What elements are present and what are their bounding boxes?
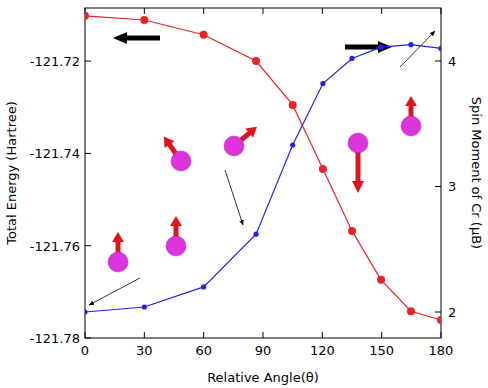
- x-axis-label: Relative Angle(θ): [207, 370, 319, 385]
- y2-axis-label: Spin Moment of Cr (μB): [469, 97, 484, 249]
- atom: [348, 133, 368, 153]
- y2-tick: [435, 60, 441, 61]
- chart: 0 30 60 90 120 150 180 -121.78 -121.76 -121.74 -12…: [0, 0, 488, 388]
- x-tick: [381, 332, 382, 338]
- series-line: [85, 45, 441, 312]
- data-point: [377, 276, 385, 284]
- data-point: [349, 56, 354, 61]
- atom: [166, 236, 186, 256]
- x-tick-label: 120: [310, 343, 335, 358]
- x-tick-label: 150: [369, 343, 394, 358]
- data-point: [408, 42, 413, 47]
- y2-tick-label: 2: [448, 305, 456, 320]
- y-tick: [85, 245, 91, 246]
- data-point: [85, 309, 88, 314]
- y-tick-label: -121.74: [30, 146, 80, 161]
- data-point: [252, 57, 260, 65]
- data-point: [320, 81, 325, 86]
- y2-tick-label: 3: [448, 179, 456, 194]
- spin-arrow-head: [164, 136, 175, 148]
- data-point: [201, 284, 206, 289]
- data-point: [319, 165, 327, 173]
- x-tick-label: 90: [255, 343, 272, 358]
- x-tick-top: [381, 8, 382, 14]
- data-point: [290, 142, 295, 147]
- x-tick-top: [144, 8, 145, 14]
- y-tick-label: -121.76: [30, 239, 80, 254]
- data-point: [407, 307, 415, 315]
- x-tick-top: [203, 8, 204, 14]
- atom: [224, 136, 244, 156]
- data-point: [437, 316, 441, 324]
- x-tick: [144, 332, 145, 338]
- y-axis-label: Total Energy (Hartree): [4, 101, 19, 246]
- pointer-arrow: [400, 31, 435, 67]
- data-point: [348, 227, 356, 235]
- spin-arrow-head: [352, 181, 364, 193]
- series-line: [85, 16, 441, 320]
- x-tick: [263, 332, 264, 338]
- data-point: [253, 232, 258, 237]
- x-tick: [85, 332, 86, 338]
- spin-arrow-head: [405, 96, 417, 106]
- x-tick-top: [322, 8, 323, 14]
- decorations: [89, 31, 435, 305]
- spin-arrow-head: [170, 216, 182, 226]
- atom: [171, 151, 191, 171]
- axis-pointer: [345, 45, 378, 50]
- y-tick: [85, 338, 91, 339]
- x-tick: [322, 332, 323, 338]
- spin-arrow-head: [112, 232, 124, 242]
- y-tick: [85, 61, 91, 62]
- atom: [401, 116, 421, 136]
- x-tick-label: 30: [136, 343, 153, 358]
- y-tick: [85, 153, 91, 154]
- data-point: [200, 31, 208, 39]
- data-point: [378, 45, 383, 50]
- x-tick-top: [441, 8, 442, 14]
- atom: [108, 252, 128, 272]
- x-tick-label: 180: [429, 343, 454, 358]
- y2-tick: [435, 186, 441, 187]
- y-tick-label: -121.72: [30, 54, 80, 69]
- data-point: [140, 16, 148, 24]
- axis-pointer-head: [113, 32, 127, 44]
- data-point: [142, 304, 147, 309]
- axis-pointer: [127, 36, 160, 41]
- y2-tick-label: 4: [448, 54, 456, 69]
- data-layer: [85, 12, 441, 324]
- x-tick-label: 0: [81, 343, 89, 358]
- y2-tick: [435, 312, 441, 313]
- spin-arrow-head: [245, 127, 257, 138]
- pointer-arrow: [225, 170, 243, 225]
- x-tick: [441, 332, 442, 338]
- pointer-arrow: [89, 278, 140, 305]
- x-tick: [203, 332, 204, 338]
- plot-frame: [85, 8, 441, 338]
- x-tick-label: 60: [195, 343, 212, 358]
- data-point: [438, 46, 441, 51]
- data-point: [85, 12, 89, 20]
- data-point: [289, 101, 297, 109]
- y-tick-label: -121.78: [30, 331, 80, 346]
- x-tick-top: [263, 8, 264, 14]
- spin-arrow: [356, 151, 361, 181]
